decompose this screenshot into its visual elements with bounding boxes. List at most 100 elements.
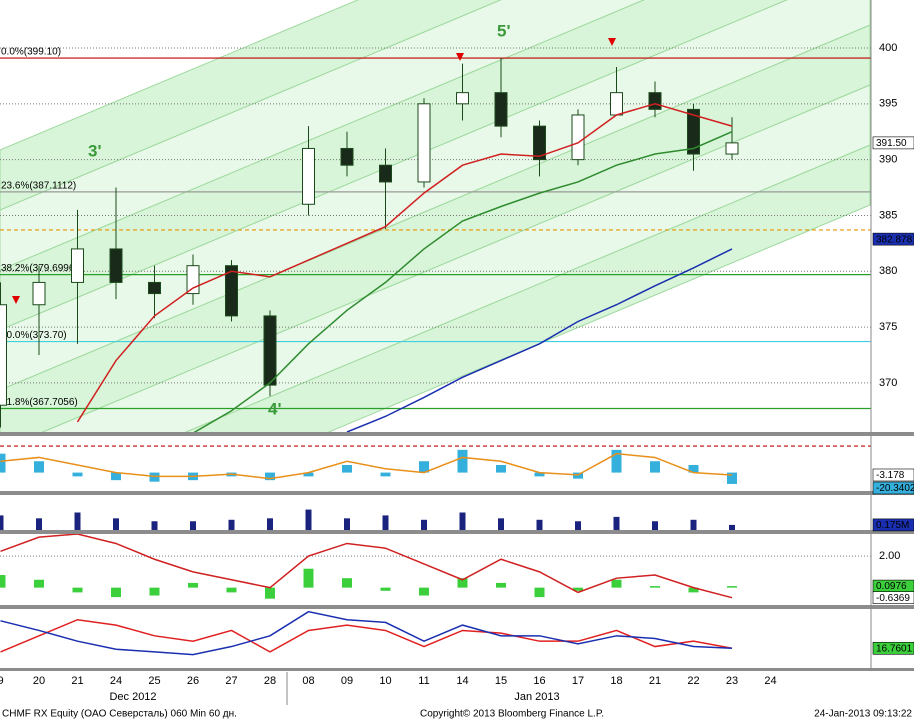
bar [0, 515, 4, 530]
candle-body [494, 92, 508, 127]
level-label: 61.8%(367.7056) [1, 397, 78, 408]
bar [496, 465, 506, 473]
x-tick-label: 9 [0, 675, 4, 687]
bar [34, 461, 44, 473]
marker [456, 53, 464, 61]
line-series [0, 610, 733, 656]
bar [267, 518, 273, 530]
bar [457, 449, 468, 473]
x-tick-label: 27 [225, 675, 237, 687]
y-tick-label: 380 [879, 265, 897, 277]
line-series [346, 248, 733, 432]
candle-body [610, 92, 623, 116]
x-tick-label: 09 [341, 675, 353, 687]
candle-body [32, 281, 46, 306]
x-tick-label: 21 [71, 675, 83, 687]
value-label-box [872, 468, 914, 482]
line-series [0, 534, 733, 599]
x-tick-label: 21 [649, 675, 661, 687]
line-series [76, 103, 733, 423]
candle-body [0, 304, 7, 406]
bar [573, 587, 583, 591]
candle-body [71, 248, 84, 283]
bar [149, 587, 160, 596]
bar [421, 519, 427, 530]
bar [380, 587, 391, 591]
oscillator-panel [0, 445, 871, 484]
x-tick-label: 10 [379, 675, 391, 687]
x-tick-label: 25 [148, 675, 160, 687]
value-label: -20.3402 [876, 483, 914, 494]
value-label: 0.0976 [876, 581, 907, 592]
candle-body [225, 265, 238, 317]
candle-body [186, 265, 200, 295]
value-label-box [872, 591, 914, 604]
x-tick-label: 24 [110, 675, 122, 687]
candle-body [340, 147, 354, 166]
bar [534, 472, 545, 477]
level-label: 50.0%(373.70) [1, 330, 67, 341]
bar [613, 516, 620, 530]
bar [573, 472, 583, 479]
bar [496, 582, 506, 588]
bar [727, 586, 737, 588]
candle-body [687, 108, 700, 155]
volume-panel [0, 509, 735, 530]
value-label: -3.178 [876, 470, 905, 481]
x-tick-label: 24 [764, 675, 776, 687]
bar [265, 587, 275, 599]
macd-panel [0, 534, 871, 599]
value-label: -0.6369 [876, 593, 910, 604]
bar [457, 578, 468, 588]
dmi-panel [0, 610, 733, 656]
bar [111, 472, 121, 481]
bar [303, 472, 314, 477]
candle-body [109, 248, 123, 283]
x-tick-label: 11 [418, 675, 429, 687]
candle-body [725, 142, 739, 155]
bar [652, 521, 658, 530]
bar [190, 521, 196, 530]
value-label: 0.175M [876, 520, 909, 531]
line-series [0, 618, 733, 653]
x-tick-label: 28 [264, 675, 276, 687]
bar [611, 449, 622, 473]
bar [72, 587, 83, 593]
bar [419, 587, 429, 596]
bar [729, 524, 735, 530]
bar [611, 579, 622, 588]
bar [690, 519, 697, 530]
candle-body [533, 125, 546, 161]
x-tick-label: 08 [302, 675, 314, 687]
bar [380, 472, 391, 477]
bar [0, 575, 6, 588]
bar [342, 465, 352, 473]
bar [344, 518, 350, 530]
bar [303, 568, 314, 588]
month-label: Dec 2012 [109, 691, 156, 703]
bar [534, 587, 545, 598]
candle-body [148, 281, 161, 295]
y-tick-label: 370 [879, 377, 897, 389]
price-panel: 0.0%(399.10)23.6%(387.1112)38.2%(379.699… [0, 0, 871, 432]
line-series [0, 452, 733, 480]
x-tick-label: 26 [187, 675, 199, 687]
wave-label: 4' [268, 399, 282, 418]
x-tick-label: 22 [687, 675, 699, 687]
candle-body [417, 103, 431, 183]
wave-label: 5' [497, 21, 511, 40]
bar [382, 515, 389, 530]
candle-body [456, 92, 469, 105]
bar [74, 512, 81, 530]
bar [688, 465, 699, 473]
value-label: 391.50 [876, 138, 907, 149]
bar [536, 519, 543, 530]
marker [12, 296, 20, 304]
bar [342, 578, 352, 588]
trend-channel [0, 0, 871, 432]
level-label: 0.0%(399.10) [1, 47, 61, 58]
bar [0, 453, 6, 473]
value-label-box [872, 518, 914, 532]
value-label: 16.7601 [876, 643, 913, 654]
month-label: Jan 2013 [514, 691, 559, 703]
